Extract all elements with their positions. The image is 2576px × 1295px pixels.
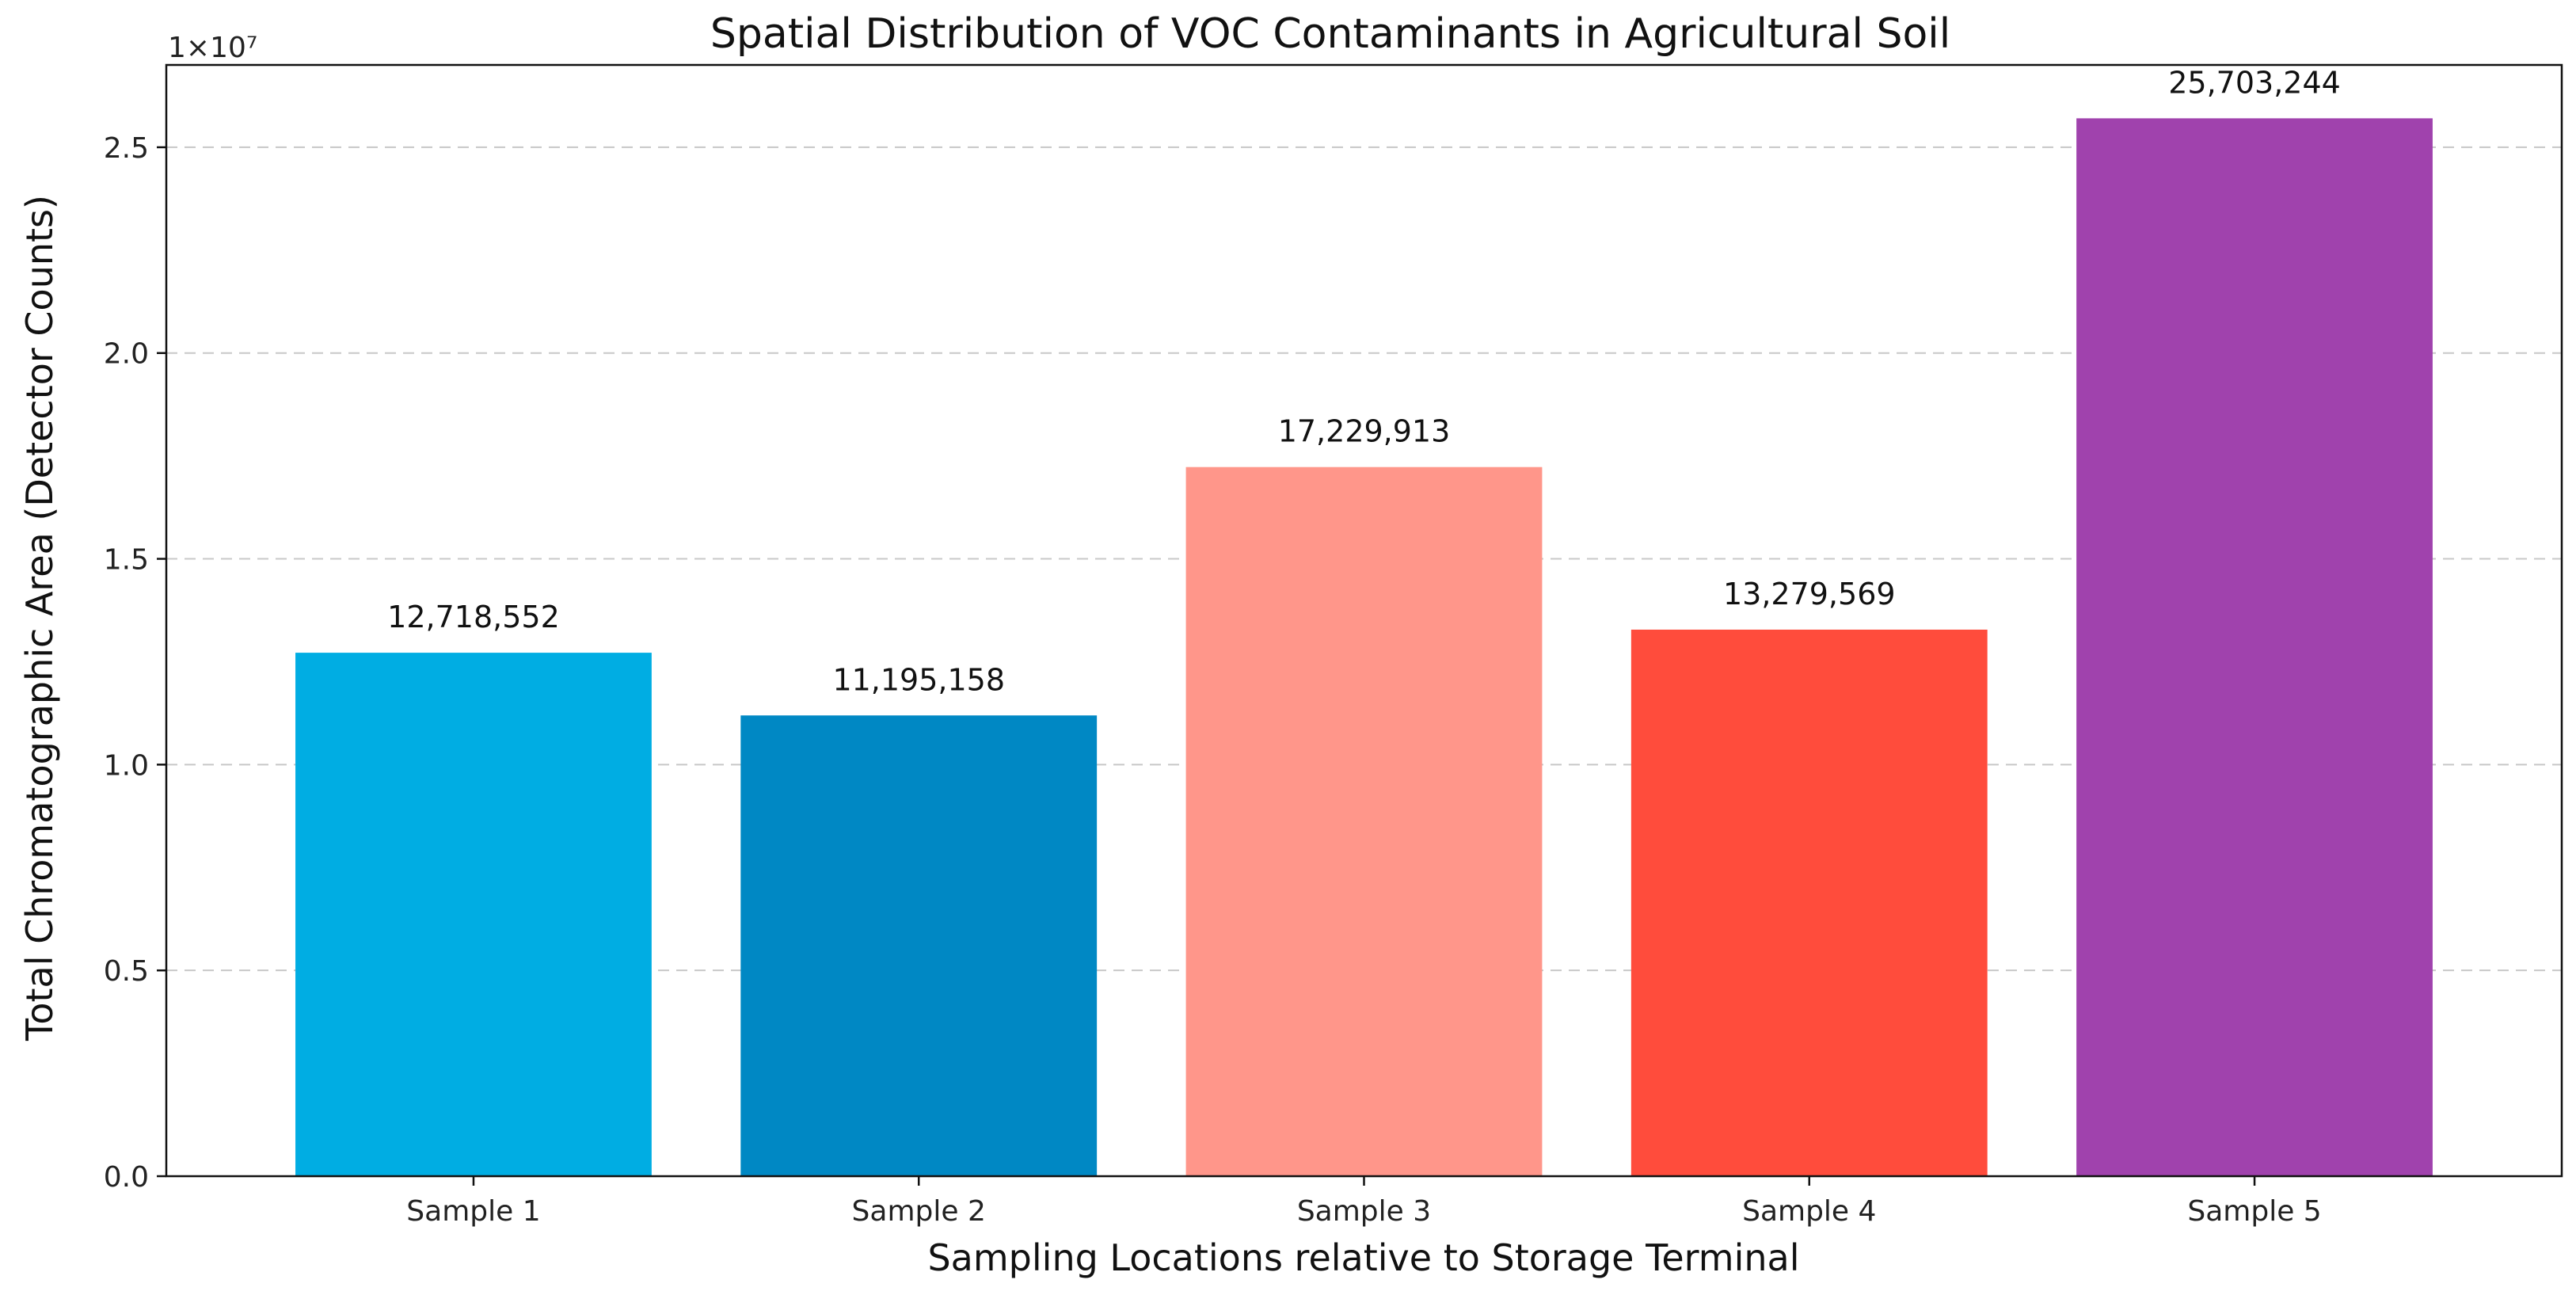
bar-value-label: 17,229,913: [1278, 414, 1451, 449]
x-axis-label: Sampling Locations relative to Storage T…: [927, 1236, 1799, 1279]
y-tick-label: 0.0: [104, 1161, 149, 1194]
x-tick-label: Sample 3: [1297, 1195, 1431, 1228]
y-tick-label: 1.0: [104, 749, 149, 782]
y-tick-label: 2.5: [104, 132, 149, 165]
bars: [295, 118, 2433, 1176]
bar-value-label: 12,718,552: [387, 600, 560, 634]
bar: [1185, 467, 1543, 1176]
bar-value-label: 11,195,158: [832, 662, 1005, 697]
bar-value-labels: 12,718,552 11,195,158 17,229,913 13,279,569…: [387, 65, 2341, 697]
bar: [295, 653, 652, 1176]
bar-value-label: 25,703,244: [2168, 65, 2341, 100]
x-tick-label: Sample 1: [406, 1195, 540, 1228]
chart-title: Spatial Distribution of VOC Contaminants…: [710, 10, 1950, 58]
x-tick-label: Sample 2: [852, 1195, 986, 1228]
x-axis-ticks: Sample 1 Sample 2 Sample 3 Sample 4 Sample 5: [406, 1176, 2322, 1228]
x-tick-label: Sample 5: [2187, 1195, 2321, 1228]
bar-value-label: 13,279,569: [1723, 577, 1896, 611]
y-axis-offset-label: 1×10⁷: [168, 32, 257, 64]
y-axis-ticks: 0.0 0.5 1.0 1.5 2.0 2.5: [104, 132, 166, 1194]
bar: [1630, 629, 1988, 1176]
y-tick-label: 2.0: [104, 338, 149, 371]
y-tick-label: 0.5: [104, 955, 149, 988]
y-axis-label: Total Chromatographic Area (Detector Cou…: [18, 195, 61, 1042]
bar: [740, 715, 1098, 1176]
y-tick-label: 1.5: [104, 544, 149, 577]
x-tick-label: Sample 4: [1742, 1195, 1876, 1228]
bar: [2076, 118, 2433, 1176]
